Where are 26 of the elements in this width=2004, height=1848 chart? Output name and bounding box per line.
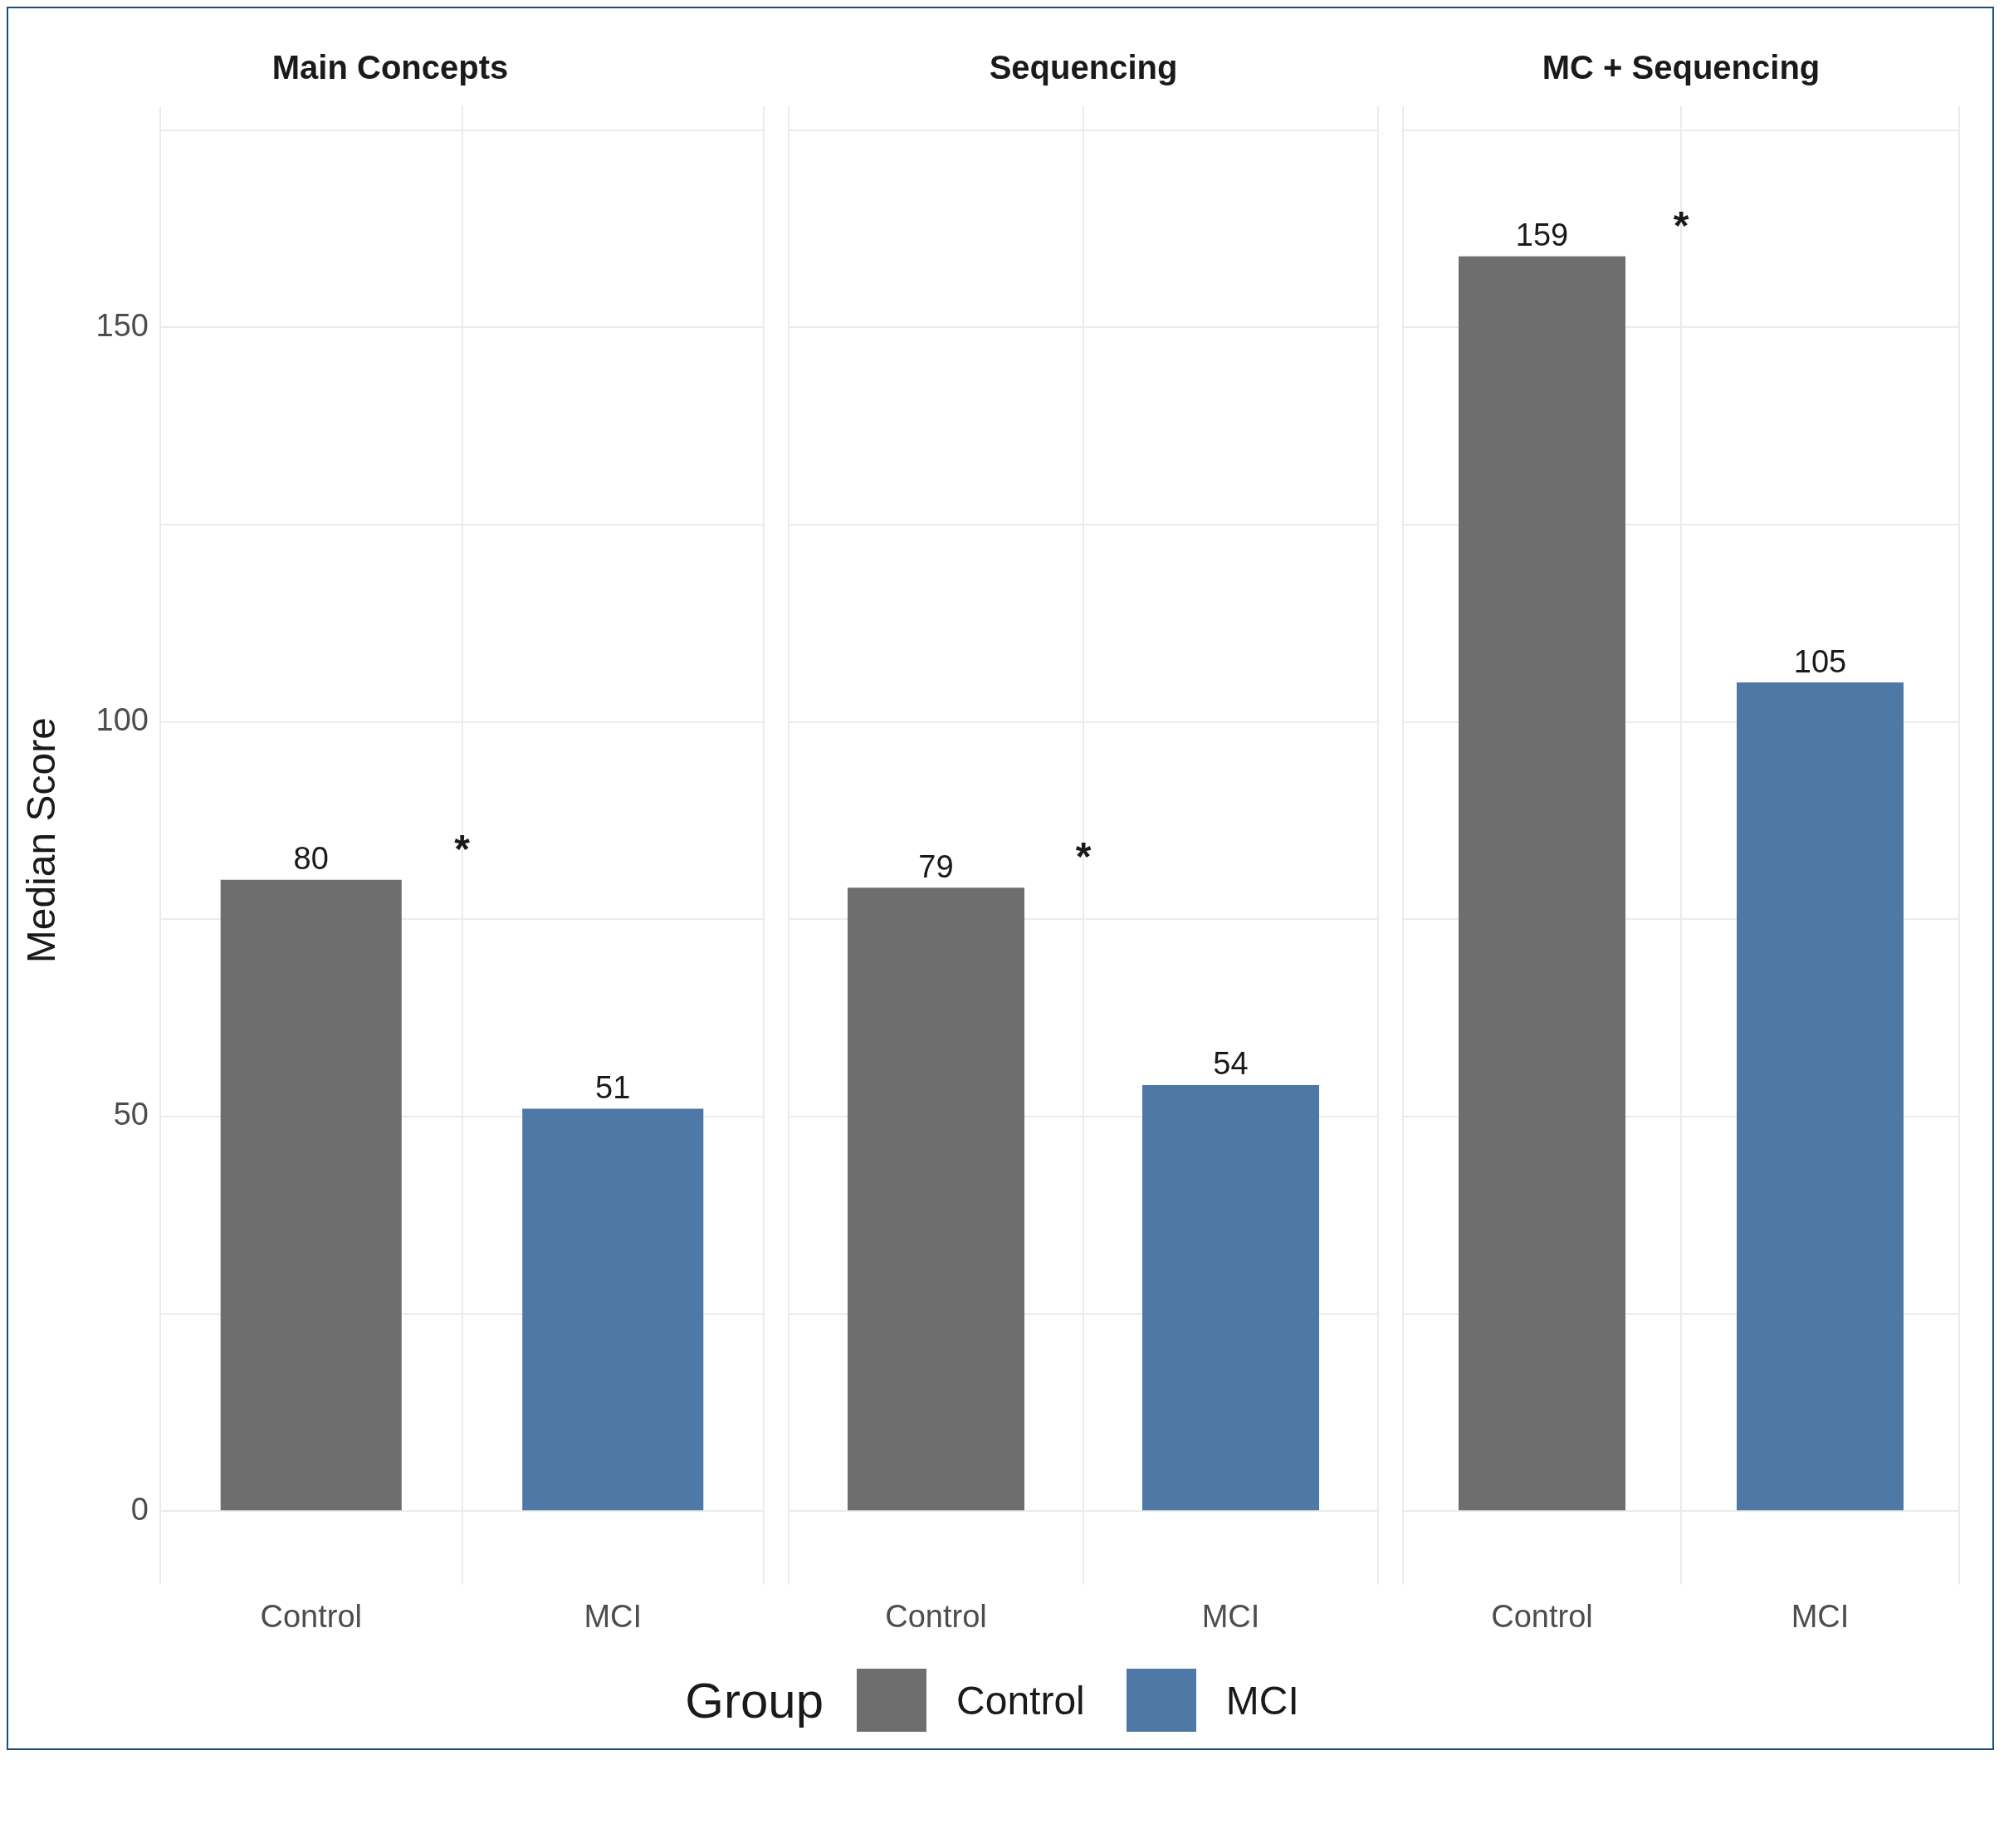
annotation: * — [1673, 203, 1689, 247]
y-tick-label: 50 — [113, 1097, 149, 1132]
chart-title: MC + Sequencing — [1542, 49, 1821, 86]
legend-label: MCI — [1225, 1677, 1299, 1723]
annotation: * — [1075, 834, 1092, 879]
data-label: 80 — [293, 841, 329, 877]
x-tick-label: MCI — [584, 1598, 643, 1634]
y-tick-label: 100 — [95, 702, 149, 738]
x-tick-label: Control — [1491, 1598, 1593, 1634]
chart-title: Sequencing — [989, 49, 1178, 86]
x-tick-label: Control — [260, 1598, 362, 1634]
x-tick-label: MCI — [1791, 1598, 1850, 1634]
legend-label: Control — [956, 1677, 1085, 1723]
x-tick-label: MCI — [1201, 1598, 1260, 1634]
data-label: 51 — [595, 1069, 631, 1105]
annotation: * — [454, 826, 471, 871]
y-tick-label: 0 — [130, 1491, 149, 1527]
chart-title: Main Concepts — [271, 49, 509, 86]
data-label: 159 — [1515, 218, 1569, 253]
x-tick-label: Control — [885, 1598, 987, 1634]
y-axis-title: Median Score — [19, 717, 64, 964]
data-label: 54 — [1213, 1046, 1249, 1082]
data-label: 105 — [1793, 643, 1847, 679]
legend-title: Group — [685, 1671, 824, 1729]
y-tick-label: 150 — [95, 307, 149, 343]
data-label: 79 — [918, 848, 954, 884]
